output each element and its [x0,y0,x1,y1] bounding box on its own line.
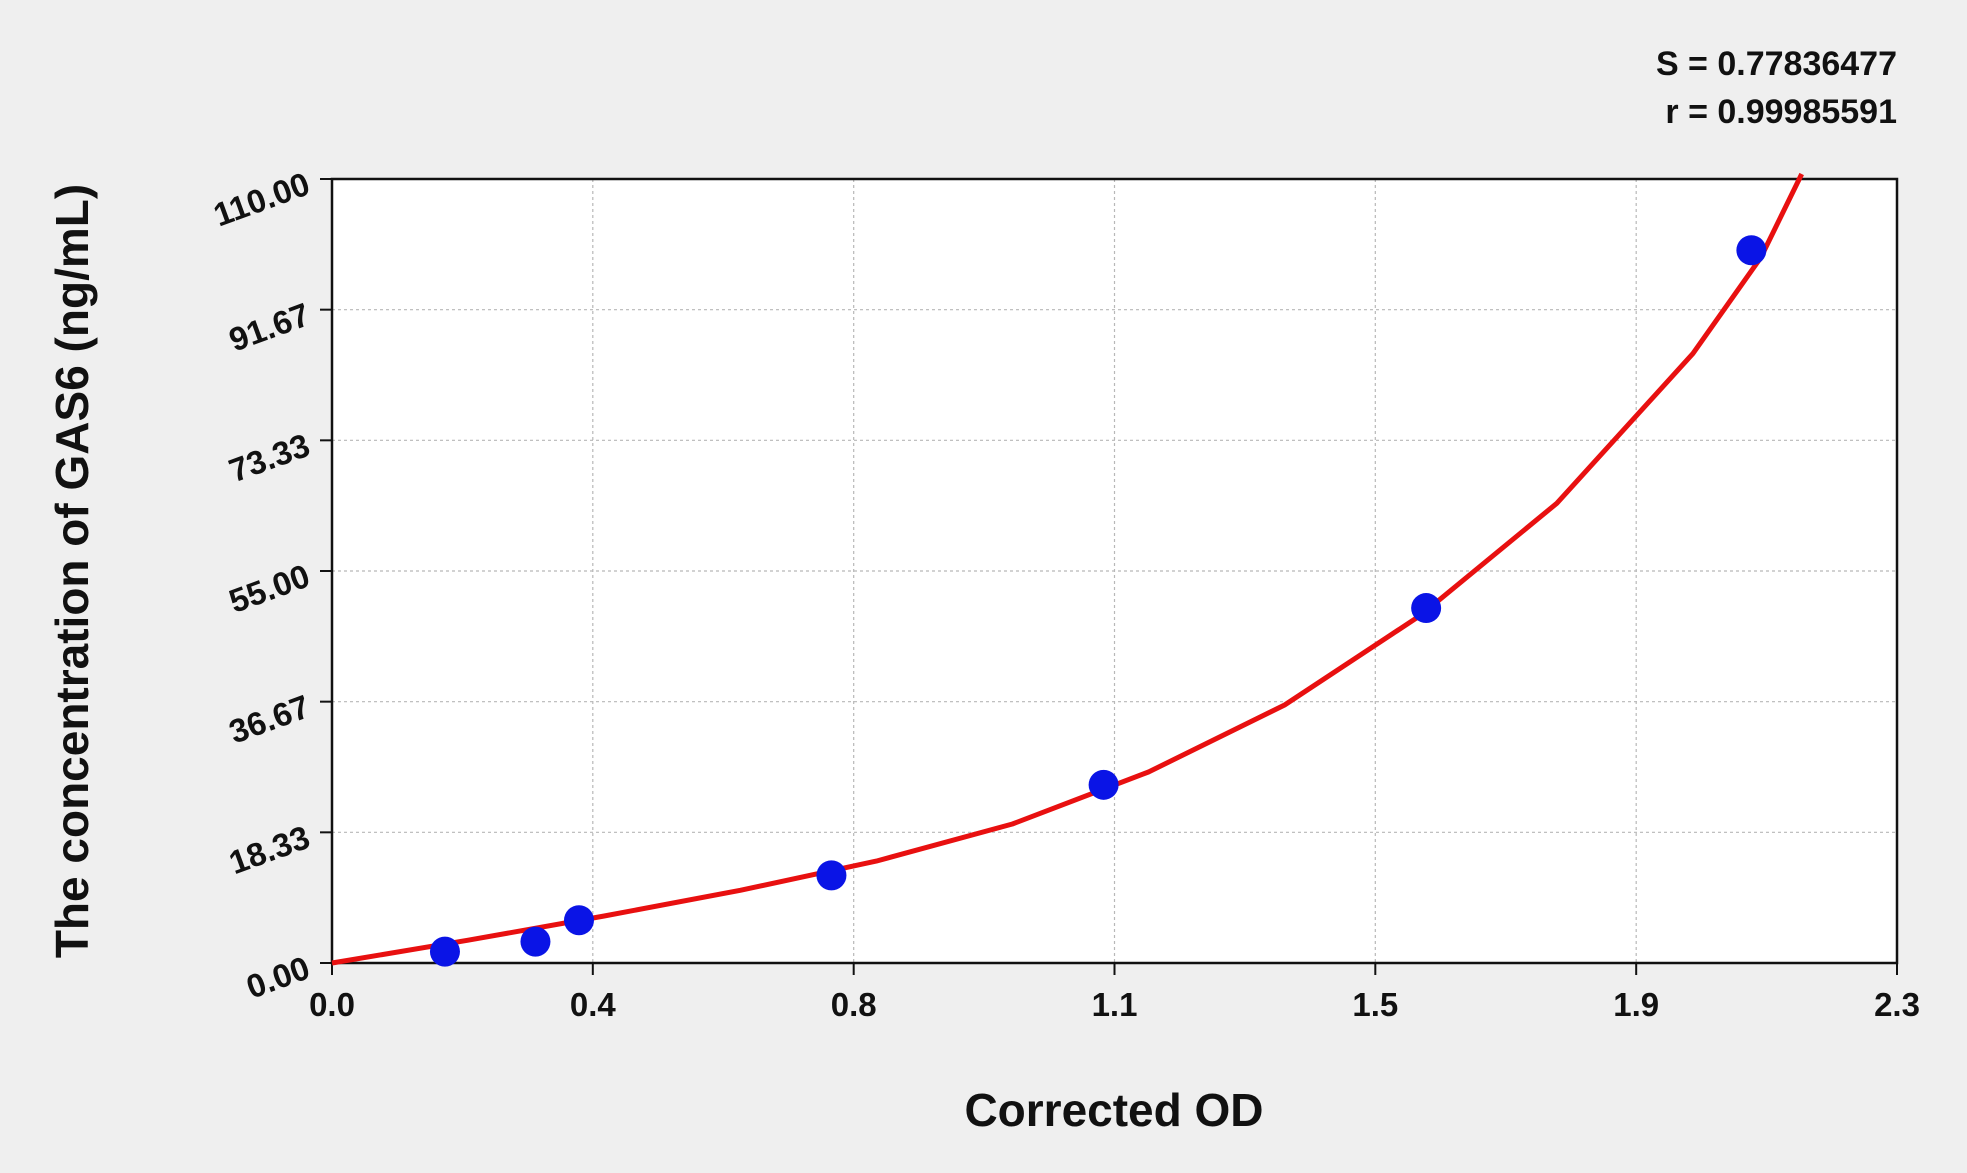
x-tick-label: 0.0 [309,986,355,1023]
x-tick-label: 1.9 [1613,986,1659,1023]
data-point [1411,593,1442,624]
annotation: S = 0.77836477 [1656,45,1897,83]
data-point [429,936,460,967]
annotation: r = 0.99985591 [1665,93,1897,131]
data-point [1088,769,1119,800]
data-point [563,905,594,936]
x-tick-label: 0.4 [570,986,617,1023]
x-axis-label: Corrected OD [964,1084,1263,1136]
data-point [816,860,847,891]
x-tick-label: 1.5 [1352,986,1398,1023]
fit-curve [331,172,1804,966]
data-point [520,926,551,957]
x-tick-label: 0.8 [831,986,877,1023]
x-tick-label: 2.3 [1874,986,1920,1023]
y-axis-label: The concentration of GAS6 (ng/mL) [46,184,98,958]
data-point [1736,235,1767,266]
x-tick-label: 1.1 [1092,986,1138,1023]
plot-frame [330,177,1899,965]
